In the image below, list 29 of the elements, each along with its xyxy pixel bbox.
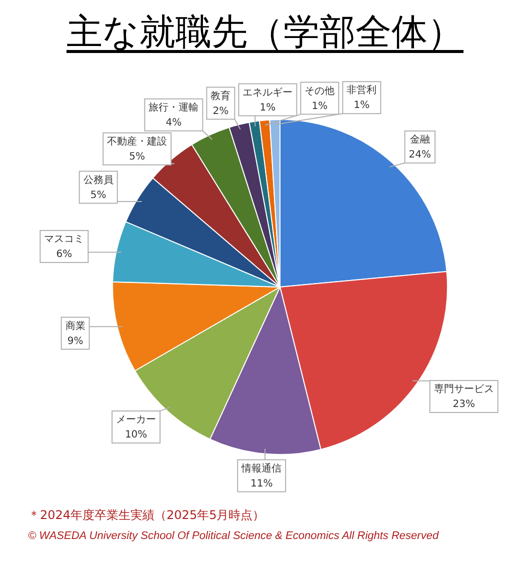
slice-label: エネルギー xyxy=(242,86,293,98)
data-label: 6% xyxy=(56,249,72,260)
data-label: 24% xyxy=(408,150,432,161)
data-label: 11% xyxy=(250,478,273,490)
data-label: 5% xyxy=(90,190,106,201)
data-label: 10% xyxy=(124,430,148,441)
slice-label: 教育 xyxy=(210,90,231,102)
data-label: 1% xyxy=(260,102,276,114)
slice-label: 旅行・運輸 xyxy=(148,101,199,114)
data-label: 1% xyxy=(354,100,370,112)
chart-title: 主な就職先（学部全体） xyxy=(66,12,464,53)
text: ＊2024年度卒業生実績（2025年5月時点） xyxy=(28,507,266,524)
data-label: 4% xyxy=(166,117,182,128)
slice-label: 非営利 xyxy=(346,84,377,96)
data-label: 5% xyxy=(129,151,146,162)
text: © WASEDA University School Of Political Science & Economics All Rights Reserved xyxy=(28,530,440,542)
slice-label: その他 xyxy=(304,84,335,97)
slice-label: 専門サービス xyxy=(434,383,494,396)
slice-label: 商業 xyxy=(65,320,86,332)
slice-label: 金融 xyxy=(410,134,430,146)
slice-label: 情報通信 xyxy=(240,462,282,474)
slice-label: メーカー xyxy=(116,414,156,426)
slice-label: 不動産・建設 xyxy=(107,135,168,148)
data-label: 1% xyxy=(312,100,328,112)
slice-label: マスコミ xyxy=(44,234,84,246)
data-label: 23% xyxy=(452,399,475,410)
data-label: 9% xyxy=(67,336,84,347)
data-label: 2% xyxy=(212,106,229,117)
slice-label: 公務員 xyxy=(83,174,114,186)
